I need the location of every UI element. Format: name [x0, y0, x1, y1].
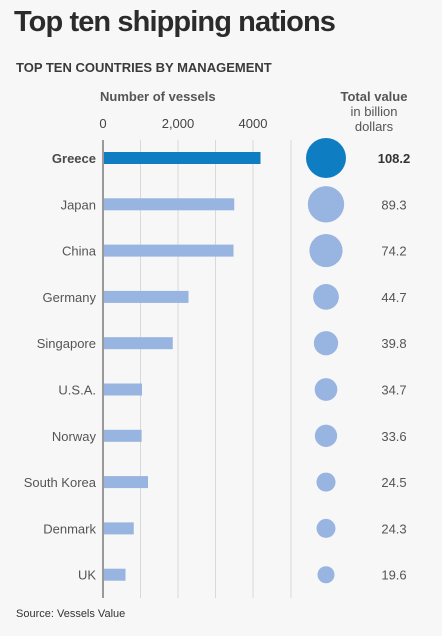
- bubble-value-label: 74.2: [381, 244, 406, 259]
- bar: [104, 244, 234, 257]
- value-bubble: [309, 234, 343, 268]
- value-bubble: [316, 518, 336, 538]
- bubble-column-title: Total value: [341, 89, 408, 104]
- x-tick-label: 4000: [239, 116, 268, 131]
- bubble-value-label: 44.7: [381, 290, 406, 305]
- bar-chart: Greece Japan China Germany Singapore U.S.A. No…: [24, 89, 411, 598]
- category-label: Denmark: [43, 521, 96, 536]
- value-bubble: [317, 566, 335, 584]
- bubble-value-label: 89.3: [381, 197, 406, 212]
- value-bubble: [314, 378, 338, 401]
- category-label: Japan: [61, 197, 96, 212]
- value-bubble: [314, 424, 338, 447]
- value-bubble: [313, 284, 339, 310]
- x-tick-label: 0: [99, 116, 106, 131]
- category-label: Norway: [52, 429, 97, 444]
- bubble-column-subtitle: in billion: [351, 104, 398, 119]
- bar: [104, 290, 189, 303]
- source-note: Source: Vessels Value: [16, 608, 126, 620]
- value-bubble: [316, 472, 336, 492]
- category-label: South Korea: [24, 475, 97, 490]
- bar: [104, 152, 261, 164]
- category-label: China: [62, 244, 97, 259]
- bar: [104, 522, 134, 535]
- bubble-value-label: 33.6: [381, 429, 406, 444]
- bubble-value-label: 24.5: [381, 475, 406, 490]
- bubble-value-label: 19.6: [381, 568, 406, 583]
- value-bubble: [306, 138, 346, 178]
- bar: [104, 198, 235, 211]
- bar: [104, 337, 173, 350]
- bar: [104, 383, 142, 396]
- category-label: Singapore: [37, 336, 96, 351]
- bubble-value-label: 34.7: [381, 383, 406, 398]
- bar: [104, 568, 126, 581]
- value-bubble: [307, 186, 345, 223]
- category-label: Germany: [43, 290, 97, 305]
- category-label: UK: [78, 568, 96, 583]
- bubble-value-label: 24.3: [381, 521, 406, 536]
- value-bubble: [313, 331, 339, 356]
- chart-subtitle: TOP TEN COUNTRIES BY MANAGEMENT: [16, 60, 272, 75]
- bubble-column-subtitle: dollars: [355, 119, 394, 134]
- bubble-value-label: 39.8: [381, 336, 406, 351]
- bar: [104, 476, 148, 489]
- category-label: U.S.A.: [58, 383, 96, 398]
- chart-title: Top ten shipping nations: [14, 6, 336, 38]
- x-tick-label: 2,000: [162, 116, 195, 131]
- bar: [104, 429, 142, 442]
- x-axis-title: Number of vessels: [100, 89, 216, 104]
- category-label: Greece: [52, 151, 96, 166]
- bubble-value-label: 108.2: [378, 151, 411, 166]
